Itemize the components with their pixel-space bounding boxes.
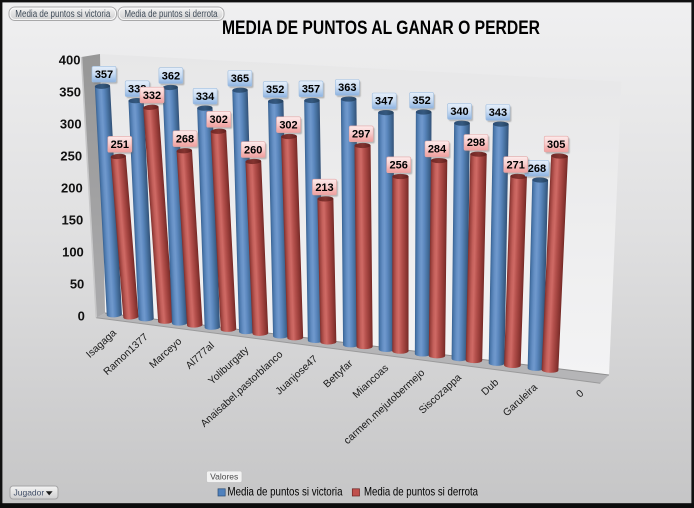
- svg-text:50: 50: [70, 277, 84, 292]
- svg-text:334: 334: [196, 91, 215, 103]
- svg-text:271: 271: [507, 159, 525, 171]
- svg-text:MEDIA DE PUNTOS AL GANAR O PER: MEDIA DE PUNTOS AL GANAR O PERDER: [222, 18, 540, 39]
- svg-text:0: 0: [575, 388, 587, 400]
- svg-text:0: 0: [78, 309, 85, 324]
- svg-text:300: 300: [60, 117, 82, 132]
- svg-text:100: 100: [62, 245, 84, 260]
- svg-text:250: 250: [60, 149, 82, 164]
- svg-text:363: 363: [338, 82, 356, 94]
- svg-text:251: 251: [111, 139, 129, 151]
- svg-text:343: 343: [489, 107, 507, 119]
- svg-text:365: 365: [231, 73, 249, 85]
- svg-text:362: 362: [162, 70, 180, 82]
- svg-text:Jugador: Jugador: [14, 488, 45, 498]
- svg-text:352: 352: [266, 84, 284, 96]
- svg-text:340: 340: [450, 106, 468, 118]
- svg-text:347: 347: [375, 96, 393, 108]
- svg-text:200: 200: [61, 181, 83, 196]
- svg-text:150: 150: [61, 213, 83, 228]
- svg-text:297: 297: [352, 129, 370, 141]
- svg-text:332: 332: [143, 90, 161, 102]
- svg-text:305: 305: [547, 139, 565, 151]
- svg-text:213: 213: [315, 182, 333, 194]
- svg-text:400: 400: [59, 53, 81, 68]
- svg-text:350: 350: [59, 85, 81, 100]
- svg-text:Media de puntos si derrota: Media de puntos si derrota: [364, 484, 478, 498]
- svg-text:284: 284: [428, 144, 447, 156]
- svg-text:302: 302: [279, 119, 297, 131]
- svg-text:Media de puntos si victoria: Media de puntos si victoria: [228, 484, 343, 498]
- svg-text:268: 268: [176, 133, 194, 145]
- svg-text:357: 357: [302, 84, 320, 96]
- svg-text:Media de puntos si victoria: Media de puntos si victoria: [15, 9, 110, 20]
- svg-text:298: 298: [467, 137, 485, 149]
- svg-text:352: 352: [412, 95, 430, 107]
- svg-text:357: 357: [95, 69, 113, 81]
- svg-text:256: 256: [390, 160, 408, 172]
- svg-text:268: 268: [528, 163, 546, 175]
- svg-text:260: 260: [244, 144, 262, 156]
- svg-text:Media de puntos si derrota: Media de puntos si derrota: [125, 9, 218, 20]
- svg-text:302: 302: [210, 114, 228, 126]
- svg-text:Valores: Valores: [210, 472, 238, 482]
